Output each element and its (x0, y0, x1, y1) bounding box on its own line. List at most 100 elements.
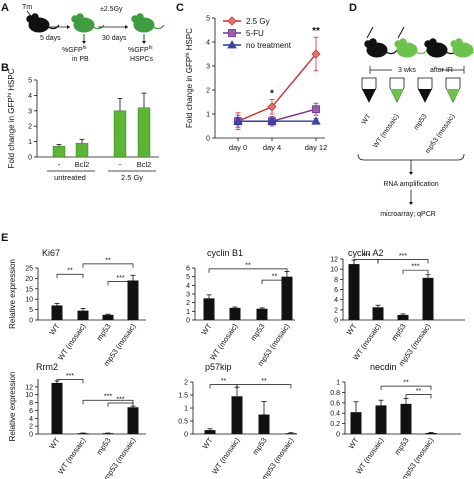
significance-label: *** (66, 373, 74, 380)
significance-bracket (353, 259, 379, 264)
panel-a-readout2-site: HSPCs (130, 56, 153, 63)
y-axis-label: Relative expression (8, 372, 17, 442)
y-tick-label: 0 (206, 136, 210, 143)
y-tick-label: 0 (29, 432, 33, 439)
y-tick-label: 4 (28, 93, 32, 100)
legend-label: no treatment (246, 41, 292, 50)
y-tick-label: 2 (334, 307, 338, 314)
significance-bracket (236, 384, 292, 389)
category-label: WT (201, 436, 215, 451)
bar (372, 307, 384, 320)
panel-a-step1: 5 days (40, 35, 61, 42)
arrowhead-icon (67, 25, 70, 29)
significance-bracket (107, 402, 134, 407)
panel-label-e: E (1, 232, 8, 244)
y-tick-label: 12 (330, 257, 338, 264)
panel-d-step1: RNA amplification (383, 181, 438, 188)
bar (400, 403, 412, 434)
data-point (267, 116, 277, 125)
y-tick-label: 3 (206, 64, 210, 71)
y-tick-label: 15 (25, 286, 33, 293)
chart-title: cyclin B1 (207, 248, 243, 258)
category-label: mp53 (95, 436, 113, 457)
bar (51, 305, 63, 320)
bar (137, 107, 151, 158)
category-label: mp53 (390, 322, 408, 343)
significance-bracket (261, 279, 288, 285)
panel-d-wait: 3 wks (398, 67, 416, 74)
significance-label: ** (261, 378, 267, 385)
bar (102, 433, 114, 435)
bar (350, 412, 362, 434)
y-tick-label: 12 (25, 384, 33, 391)
mosaic-mouse-icon-2 (131, 13, 165, 33)
x-tick-label: day 12 (305, 143, 328, 152)
bar (229, 307, 241, 320)
significance-bracket (208, 268, 288, 273)
mouse-icon-d1 (364, 38, 398, 58)
group-label: untreated (54, 173, 86, 182)
tube-label-1: WT (361, 113, 373, 127)
category-label: WT (mosaic) (210, 436, 242, 476)
significance-bracket (377, 259, 429, 264)
chart-title: cyclin A2 (348, 248, 384, 258)
panel-d-schematic: 3 wks after IR WT WT (mosaic) mp53 mp53 … (357, 26, 474, 218)
significance-bracket (56, 273, 84, 279)
legend-marker (228, 29, 236, 37)
y-tick-label: 3 (28, 108, 32, 115)
bar (102, 314, 114, 320)
bar (397, 314, 409, 320)
group-label: 2.5 Gy (121, 173, 143, 182)
y-axis-label: Fold change in GFPhi HSPC (7, 68, 16, 168)
category-label: - (58, 160, 61, 169)
x-tick-label: day 0 (229, 143, 247, 152)
y-tick-label: 0 (334, 318, 338, 325)
bar (127, 280, 139, 320)
y-tick-label: 10 (25, 297, 33, 304)
y-tick-label: 0.8 (330, 390, 340, 397)
y-tick-label: 10 (330, 267, 338, 274)
down-arrowhead-icon-2 (142, 41, 146, 44)
significance-bracket (56, 379, 84, 384)
category-label: Bcl2 (137, 160, 152, 169)
significance-label: *** (362, 253, 370, 260)
panel-d-after: after IR (430, 67, 453, 74)
y-tick-label: 5 (28, 78, 32, 85)
panel-a-irradiation: ±2.5Gy (100, 6, 123, 13)
panel-label-a: A (1, 2, 9, 14)
y-tick-label: 0 (186, 318, 190, 325)
significance-label: ** (312, 26, 320, 37)
significance-bracket (107, 281, 134, 286)
significance-label: ** (403, 380, 409, 387)
y-axis-label: Relative expression (8, 259, 17, 329)
y-tick-label: 20 (25, 276, 33, 283)
bar (127, 407, 139, 434)
significance-label: ** (221, 378, 227, 385)
category-label: Bcl2 (75, 160, 90, 169)
y-axis-label: Fold change in GFPhi HSPC (185, 28, 194, 128)
y-tick-label: 5 (206, 16, 210, 23)
significance-label: *** (104, 394, 112, 401)
category-label: mp53 (393, 436, 411, 457)
bracket-icon (369, 66, 465, 74)
y-tick-label: 0 (29, 318, 33, 325)
down-arrowhead-icon (82, 41, 86, 44)
significance-label: ** (67, 268, 73, 275)
panel-label-c: C (176, 2, 184, 14)
tube-fill-icon-1 (362, 89, 376, 102)
bar (51, 382, 63, 434)
bar (256, 308, 268, 320)
y-tick-label: 1.5 (178, 393, 188, 400)
y-tick-label: 25 (25, 266, 33, 273)
bar (204, 430, 216, 434)
category-label: mp53 (251, 436, 269, 457)
down-arrowhead-icon-d2 (409, 202, 413, 205)
panel-a-dose: Tm (22, 4, 32, 11)
series-line (237, 53, 317, 122)
y-tick-label: 4 (334, 297, 338, 304)
significance-label: ** (245, 262, 251, 269)
legend-marker (227, 40, 237, 49)
